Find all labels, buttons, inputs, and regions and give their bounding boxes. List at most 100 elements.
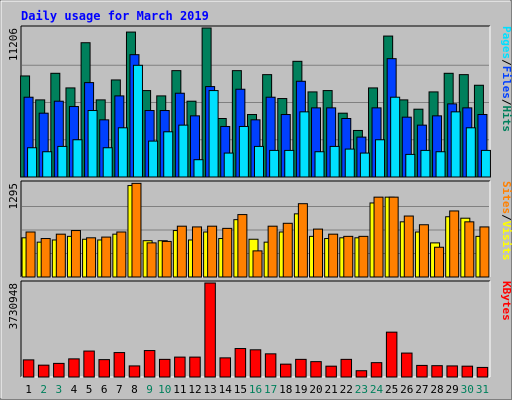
legend-item-sites: Sites xyxy=(500,181,512,214)
bar-kbytes-7 xyxy=(113,352,126,378)
bar-sites-23 xyxy=(358,235,369,278)
bar-pages-11 xyxy=(178,124,189,178)
legend-separator: / xyxy=(500,214,512,221)
bar-pages-6 xyxy=(102,147,113,178)
x-tick-label-3: 3 xyxy=(56,383,63,396)
bar-sites-13 xyxy=(207,225,218,278)
bar-pages-27 xyxy=(420,149,431,178)
legend-item-visits: Visits xyxy=(500,221,512,261)
bar-sites-25 xyxy=(388,196,399,278)
x-tick-label-4: 4 xyxy=(71,383,78,396)
bar-sites-3 xyxy=(55,233,66,278)
bar-pages-24 xyxy=(375,139,386,178)
bar-pages-30 xyxy=(465,127,476,178)
ymax-label-hits: 11206 xyxy=(7,28,20,61)
x-axis: 1 2 3 4 5 6 7 8 9 10 11 12 13 14 15 16 17 18 19 20 21 22 23 24 2… xyxy=(25,383,489,396)
bar-pages-20 xyxy=(314,151,325,178)
bar-sites-19 xyxy=(297,203,308,278)
bar-kbytes-16 xyxy=(249,349,262,378)
bar-kbytes-25 xyxy=(385,331,398,378)
x-tick-label-8: 8 xyxy=(131,383,138,396)
x-tick-label-11: 11 xyxy=(173,383,186,396)
bar-pages-29 xyxy=(450,111,461,178)
bar-sites-6 xyxy=(101,236,112,278)
bar-sites-29 xyxy=(449,210,460,278)
bar-kbytes-11 xyxy=(174,356,186,378)
x-tick-label-23: 23 xyxy=(355,383,368,396)
bar-kbytes-26 xyxy=(401,352,413,378)
bar-kbytes-17 xyxy=(264,353,277,378)
bar-kbytes-31 xyxy=(476,366,489,378)
bar-pages-25 xyxy=(390,96,401,178)
x-tick-label-20: 20 xyxy=(309,383,322,396)
bar-sites-22 xyxy=(343,235,354,278)
bar-pages-22 xyxy=(344,148,355,178)
bar-kbytes-2 xyxy=(37,364,50,378)
bar-sites-28 xyxy=(434,246,445,278)
bar-kbytes-3 xyxy=(53,362,65,378)
x-tick-label-2: 2 xyxy=(40,383,47,396)
legend-item-hits: Hits xyxy=(500,106,512,133)
bar-pages-5 xyxy=(87,110,98,178)
bar-sites-30 xyxy=(464,221,475,278)
bar-sites-16 xyxy=(252,250,263,278)
bar-pages-2 xyxy=(42,151,53,178)
bar-kbytes-21 xyxy=(325,365,337,378)
x-tick-label-7: 7 xyxy=(116,383,123,396)
x-tick-label-21: 21 xyxy=(325,383,338,396)
bar-pages-18 xyxy=(284,149,295,178)
ymax-label-kbytes: 3730948 xyxy=(7,283,20,329)
bar-kbytes-29 xyxy=(446,365,458,378)
x-tick-label-24: 24 xyxy=(370,383,384,396)
bar-kbytes-1 xyxy=(22,359,35,378)
x-tick-label-31: 31 xyxy=(476,383,489,396)
bar-kbytes-27 xyxy=(416,364,428,378)
x-tick-label-28: 28 xyxy=(430,383,443,396)
bar-pages-7 xyxy=(117,127,128,178)
bar-pages-14 xyxy=(223,152,234,178)
bar-kbytes-28 xyxy=(431,365,443,378)
bar-pages-26 xyxy=(405,153,416,178)
bar-kbytes-14 xyxy=(219,357,231,378)
bar-sites-24 xyxy=(373,196,384,278)
bar-sites-4 xyxy=(70,230,81,278)
bar-sites-27 xyxy=(418,224,429,278)
x-tick-label-27: 27 xyxy=(415,383,428,396)
bar-pages-17 xyxy=(269,149,280,178)
bar-pages-21 xyxy=(329,145,340,178)
bar-sites-11 xyxy=(176,225,187,278)
bar-pages-3 xyxy=(57,145,68,178)
bar-pages-12 xyxy=(193,159,204,178)
bar-sites-12 xyxy=(191,226,202,278)
bar-pages-10 xyxy=(163,131,174,178)
panel-hits: 11206 Pages/Files/Hits xyxy=(7,25,512,178)
bar-sites-9 xyxy=(146,242,157,278)
bar-kbytes-5 xyxy=(83,350,95,378)
bar-kbytes-19 xyxy=(295,358,307,378)
ymax-label-visits: 1295 xyxy=(7,183,20,210)
x-tick-label-22: 22 xyxy=(340,383,353,396)
panel-kbytes: 3730948 KBytes xyxy=(7,280,512,378)
bar-sites-2 xyxy=(40,238,51,278)
x-tick-label-18: 18 xyxy=(279,383,292,396)
bar-kbytes-6 xyxy=(98,359,110,378)
bar-sites-17 xyxy=(267,225,278,278)
bar-kbytes-20 xyxy=(310,361,322,378)
x-tick-label-13: 13 xyxy=(203,383,216,396)
legend-kbytes: KBytes xyxy=(500,281,512,321)
bar-sites-1 xyxy=(25,231,36,278)
bar-sites-21 xyxy=(328,233,339,278)
legend-separator: / xyxy=(500,59,512,66)
legend-visits: Sites/Visits xyxy=(500,181,512,261)
bar-sites-15 xyxy=(237,214,248,278)
bar-pages-13 xyxy=(208,90,219,178)
bar-sites-26 xyxy=(403,215,414,278)
x-tick-label-16: 16 xyxy=(249,383,262,396)
legend-item-files: Files xyxy=(500,66,512,99)
x-tick-label-12: 12 xyxy=(188,383,201,396)
legend-separator: / xyxy=(500,99,512,106)
x-tick-label-29: 29 xyxy=(446,383,459,396)
bar-pages-9 xyxy=(148,140,159,178)
bar-pages-8 xyxy=(132,64,143,178)
